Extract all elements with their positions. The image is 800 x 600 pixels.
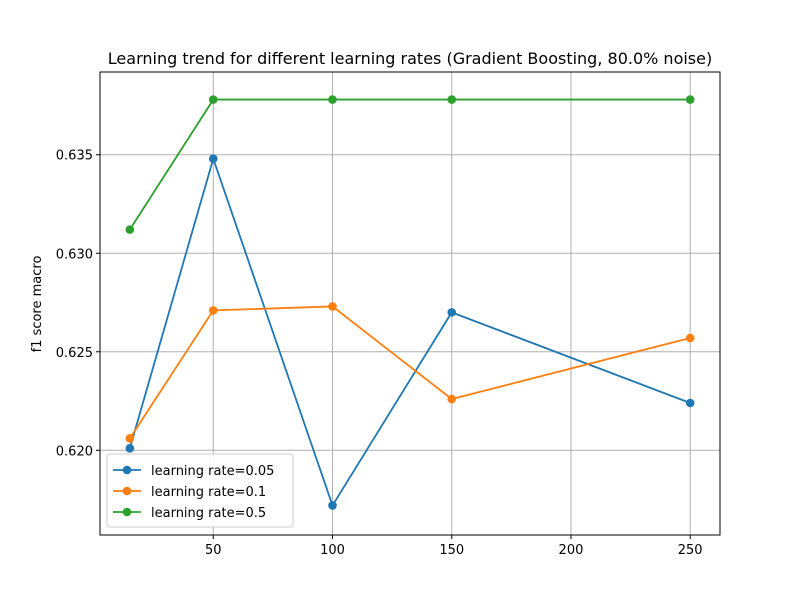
legend-marker: [122, 507, 132, 517]
data-point: [447, 308, 457, 317]
data-point: [328, 302, 337, 311]
series-1: [125, 302, 695, 443]
data-point: [208, 154, 218, 163]
series-0: [125, 154, 695, 510]
data-point: [125, 225, 135, 234]
data-point: [685, 333, 695, 343]
x-tick-label: 250: [678, 543, 703, 558]
legend-marker: [122, 465, 132, 475]
axis-ticks: 50 100 150 200 250 0.620 0.625 0.630 0.635: [56, 149, 703, 558]
data-point: [447, 394, 457, 404]
data-point: [208, 95, 218, 104]
legend: learning rate=0.05 learning rate=0.1 learn…: [106, 453, 294, 528]
x-tick-label: 50: [205, 543, 222, 558]
x-tick-label: 200: [559, 543, 584, 558]
data-point: [208, 306, 218, 315]
legend-label: learning rate=0.1: [151, 485, 266, 500]
data-point: [685, 398, 695, 408]
x-tick-label: 100: [320, 543, 345, 558]
y-tick-label: 0.620: [56, 444, 93, 459]
plot-frame: [99, 71, 721, 536]
x-tick-label: 150: [439, 543, 464, 558]
data-point: [328, 501, 337, 510]
y-axis-label: f1 score macro: [30, 256, 45, 353]
y-tick-label: 0.625: [56, 346, 93, 361]
data-point: [685, 95, 695, 104]
data-point: [447, 95, 457, 104]
legend-label: learning rate=0.05: [151, 464, 274, 479]
data-point: [125, 444, 135, 453]
legend-marker: [122, 486, 132, 496]
series-2: [125, 95, 695, 234]
y-tick-label: 0.630: [56, 247, 93, 262]
legend-label: learning rate=0.5: [151, 506, 266, 521]
series-layer: [125, 95, 695, 510]
data-point: [328, 95, 337, 104]
chart-title: Learning trend for different learning ra…: [108, 49, 712, 68]
y-tick-label: 0.635: [56, 149, 93, 164]
data-point: [125, 434, 135, 443]
legend-box: [106, 453, 294, 528]
